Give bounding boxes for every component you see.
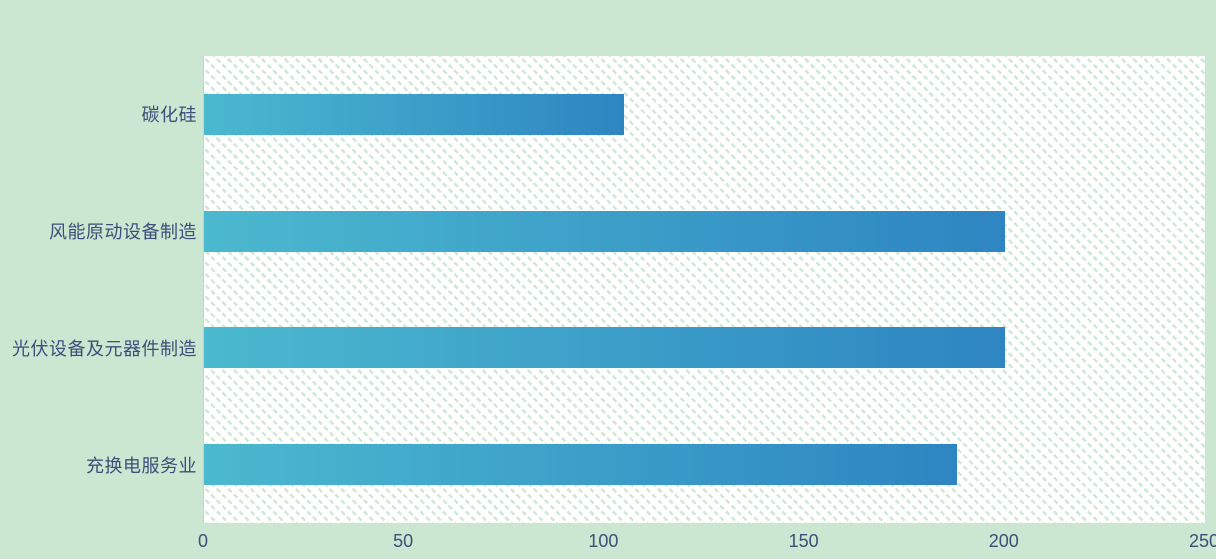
bar[interactable] bbox=[204, 93, 625, 135]
bar[interactable] bbox=[204, 210, 1005, 252]
category-label: 光伏设备及元器件制造 bbox=[12, 338, 197, 359]
category-label: 风能原动设备制造 bbox=[49, 222, 197, 243]
x-tick-label: 150 bbox=[788, 530, 819, 551]
x-tick-label: 200 bbox=[988, 530, 1019, 551]
category-label: 碳化硅 bbox=[141, 105, 197, 126]
plot-area bbox=[203, 56, 1205, 523]
y-axis-labels: 碳化硅风能原动设备制造光伏设备及元器件制造充换电服务业 bbox=[0, 56, 197, 523]
category-label: 充换电服务业 bbox=[86, 455, 197, 476]
bar[interactable] bbox=[204, 444, 957, 486]
x-tick-label: 100 bbox=[588, 530, 619, 551]
bar[interactable] bbox=[204, 327, 1005, 369]
x-tick-label: 0 bbox=[197, 530, 209, 551]
x-axis-labels: 0 50 100 150 200 250 bbox=[0, 523, 1216, 559]
x-tick-label: 50 bbox=[393, 530, 414, 551]
x-tick-label: 250 bbox=[1188, 530, 1216, 551]
